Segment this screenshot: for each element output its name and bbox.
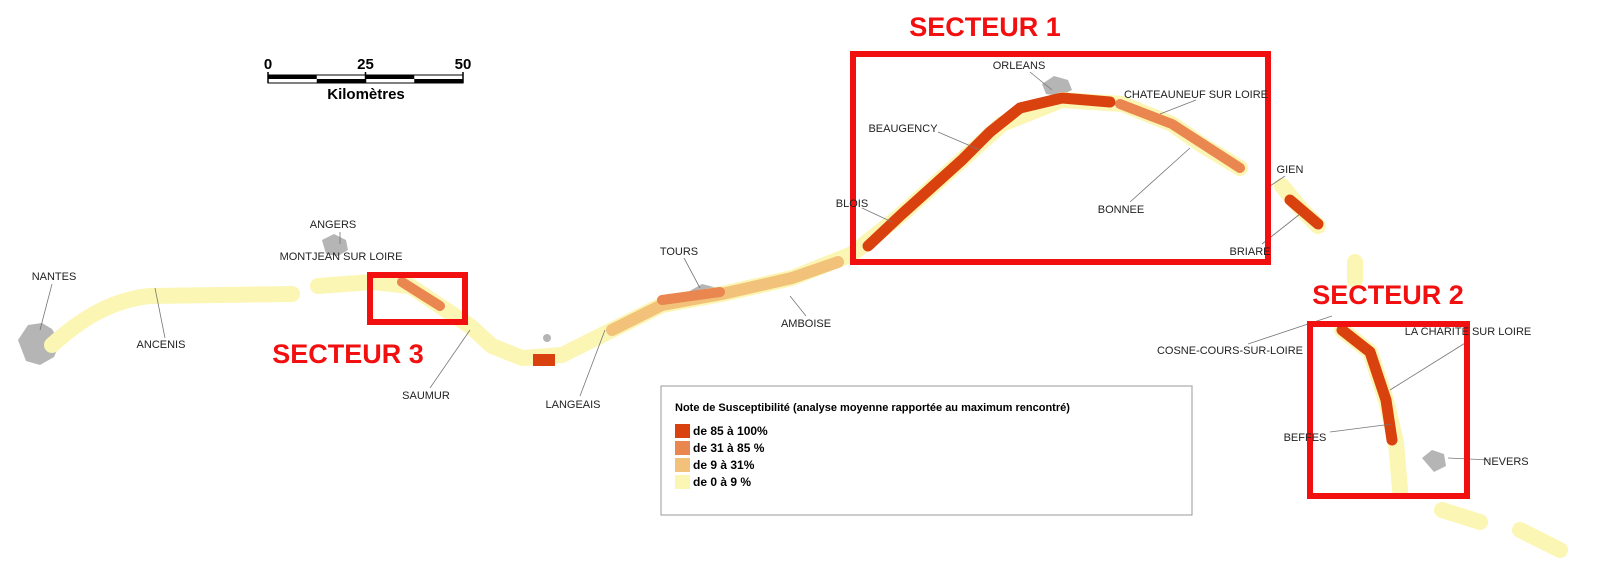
sector-label: SECTEUR 3 (272, 339, 424, 369)
scale-label: 25 (357, 56, 374, 73)
scale-label: 50 (455, 56, 472, 73)
city-label: LA CHARITE SUR LOIRE (1405, 326, 1532, 338)
city-label: ANCENIS (137, 339, 186, 351)
leader-lines (39, 71, 1491, 461)
city-label: BEFFES (1284, 432, 1327, 444)
city-label: NEVERS (1483, 456, 1528, 468)
sector-frames (367, 51, 1470, 499)
city-label: BONNEE (1098, 204, 1144, 216)
city-label: ORLEANS (993, 60, 1046, 72)
scale-unit: Kilomètres (327, 86, 405, 103)
city-label: BLOIS (836, 198, 868, 210)
legend-label: de 85 à 100% (693, 424, 768, 438)
legend-swatch (675, 424, 690, 438)
city-label: NANTES (32, 271, 77, 283)
legend-swatch (675, 475, 690, 489)
sector-label: SECTEUR 1 (909, 12, 1061, 42)
legend-label: de 0 à 9 % (693, 475, 751, 489)
scale-segment (316, 79, 366, 83)
legend-box (660, 385, 1193, 516)
city-label: CHATEAUNEUF SUR LOIRE (1124, 89, 1268, 101)
river (44, 92, 1568, 558)
city-label: BRIARE (1230, 246, 1271, 258)
legend-title: Note de Susceptibilité (analyse moyenne … (675, 402, 1070, 414)
city-label: MONTJEAN SUR LOIRE (280, 251, 403, 263)
scale-segment (365, 75, 415, 79)
city-label: TOURS (660, 246, 698, 258)
legend-swatch (675, 458, 690, 472)
city-label: BEAUGENCY (868, 123, 938, 135)
legend-label: de 9 à 31% (693, 458, 755, 472)
city-label: COSNE-COURS-SUR-LOIRE (1157, 345, 1303, 357)
legend-swatch (675, 441, 690, 455)
scale-label: 0 (264, 56, 272, 73)
city-label: SAUMUR (402, 390, 450, 402)
city-label: ANGERS (310, 219, 356, 231)
city-label: AMBOISE (781, 318, 831, 330)
sector-label: SECTEUR 2 (1312, 280, 1464, 310)
scale-segment (414, 79, 463, 83)
legend-label: de 31 à 85 % (693, 441, 765, 455)
scale-segment (268, 75, 317, 79)
city-label: GIEN (1277, 164, 1304, 176)
city-label: LANGEAIS (545, 399, 600, 411)
